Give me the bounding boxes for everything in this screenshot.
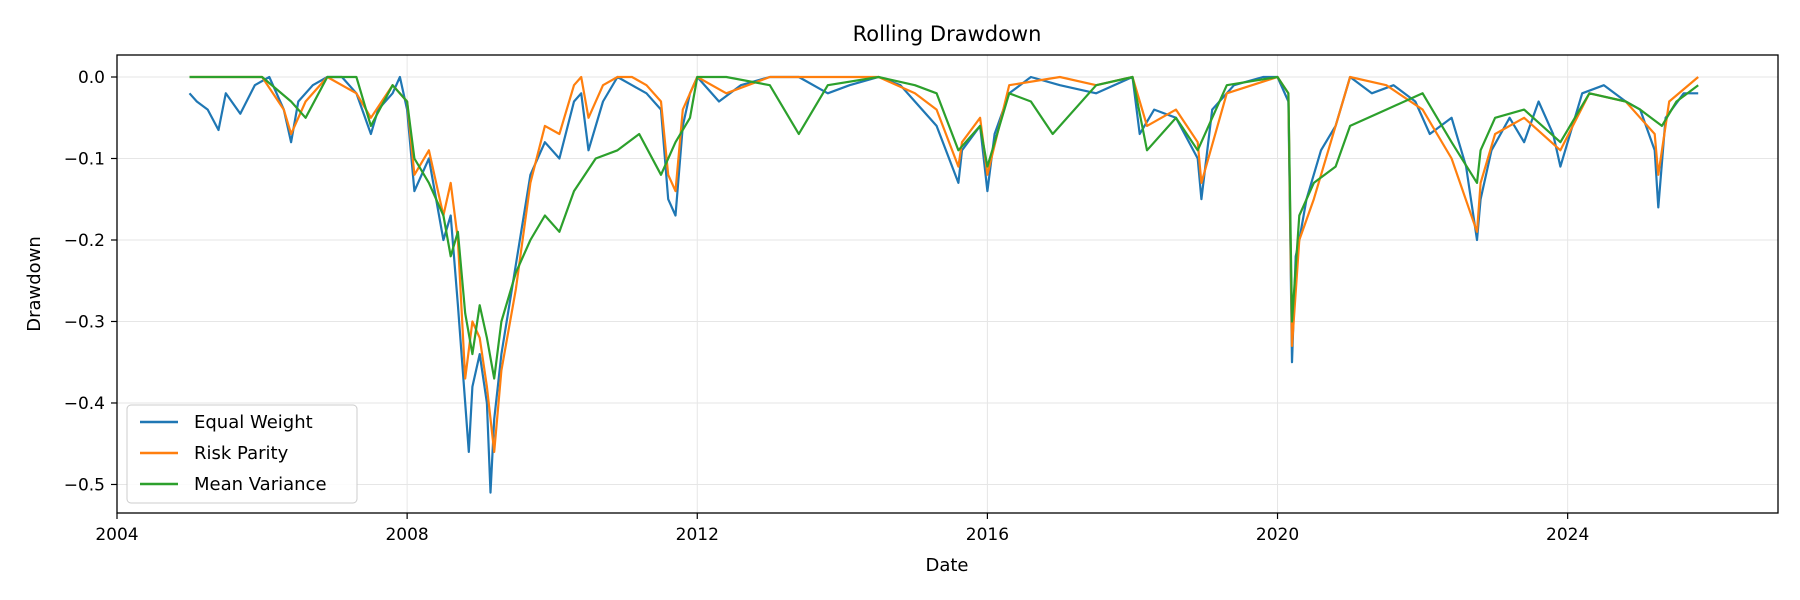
y-tick-label: −0.4 [64,394,105,414]
legend-label-mean-variance: Mean Variance [194,474,327,495]
y-tick-label: −0.5 [64,475,105,495]
x-axis-ticks: 2004 2008 2012 2016 2020 2024 [95,513,1589,545]
x-tick-label: 2012 [676,525,719,545]
x-tick-label: 2024 [1546,525,1589,545]
y-tick-label: 0.0 [78,68,105,88]
x-axis-title: Date [925,555,968,576]
y-axis-ticks: 0.0 −0.1 −0.2 −0.3 −0.4 −0.5 [64,68,117,495]
x-tick-label: 2004 [95,525,138,545]
y-tick-label: −0.3 [64,312,105,332]
chart-title: Rolling Drawdown [853,22,1042,46]
plot-frame [116,54,1779,514]
y-tick-label: −0.2 [64,231,105,251]
x-tick-label: 2020 [1256,525,1299,545]
legend-label-equal-weight: Equal Weight [194,412,313,433]
y-axis-title: Drawdown [24,236,45,332]
x-tick-label: 2008 [385,525,428,545]
legend-box [126,404,358,504]
series-lines [188,75,1699,494]
legend: Equal Weight Risk Parity Mean Variance [126,404,358,504]
series-line-equal-weight [188,75,1699,494]
y-tick-label: −0.1 [64,149,105,169]
grid-lines [116,55,1778,513]
x-tick-label: 2016 [966,525,1009,545]
series-line-mean-variance [189,75,1699,380]
legend-label-risk-parity: Risk Parity [194,443,289,464]
